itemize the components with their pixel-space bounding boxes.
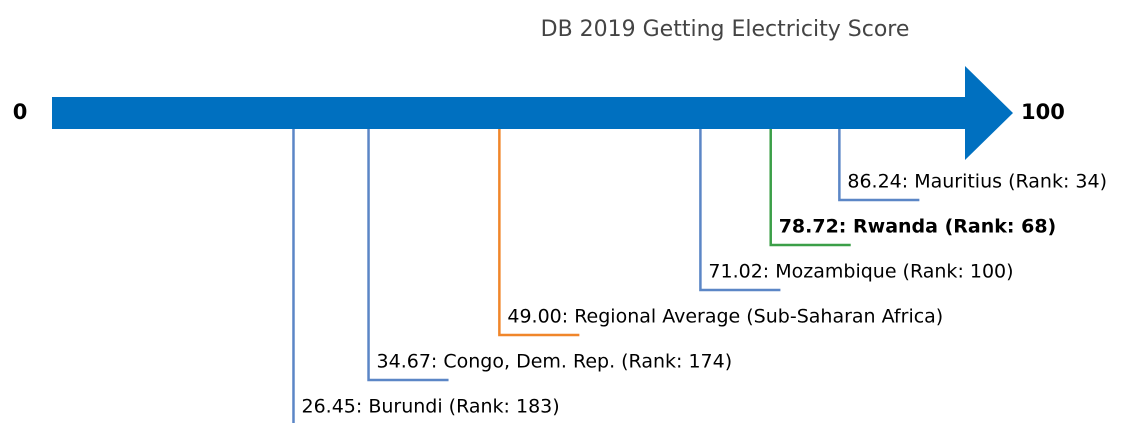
marker-line bbox=[838, 129, 920, 202]
marker-label: 34.67: Congo, Dem. Rep. (Rank: 174) bbox=[377, 351, 733, 373]
marker-label: 49.00: Regional Average (Sub-Saharan Afr… bbox=[507, 306, 943, 328]
tick-label: 0 bbox=[13, 100, 28, 124]
chart-title: DB 2019 Getting Electricity Score bbox=[541, 17, 910, 42]
marker-line bbox=[367, 129, 449, 382]
scale-arrow bbox=[52, 66, 1013, 160]
marker-line bbox=[498, 129, 580, 337]
marker-line bbox=[769, 129, 851, 247]
marker-label: 71.02: Mozambique (Rank: 100) bbox=[708, 261, 1013, 283]
marker-label: 78.72: Rwanda (Rank: 68) bbox=[779, 216, 1057, 238]
tick-label: 100 bbox=[1021, 100, 1065, 124]
marker-line bbox=[292, 129, 295, 423]
marker-line bbox=[699, 129, 781, 292]
marker-label: 26.45: Burundi (Rank: 183) bbox=[301, 396, 559, 418]
marker-label: 86.24: Mauritius (Rank: 34) bbox=[847, 171, 1107, 193]
